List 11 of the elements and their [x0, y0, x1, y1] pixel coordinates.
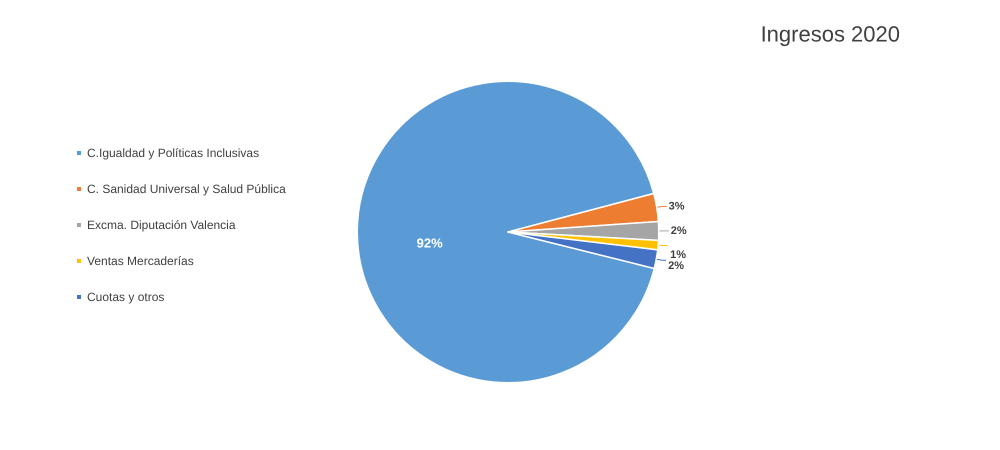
- text: Ingresos 2020: [760, 22, 900, 46]
- legend-label: C. Sanidad Universal y Salud Pública: [87, 182, 286, 196]
- data-label: 2%: [670, 224, 687, 237]
- data-label: 92%: [416, 235, 444, 250]
- data-label: 1%: [670, 248, 686, 261]
- data-label: 2%: [668, 260, 684, 272]
- legend-label: Excma. Diputación Valencia: [87, 218, 236, 232]
- legend-label: Ventas Mercaderías: [87, 254, 194, 268]
- legend-label: Cuotas y otros: [87, 290, 164, 304]
- legend-label: C.Igualdad y Políticas Inclusivas: [87, 146, 260, 160]
- data-label: 3%: [668, 200, 685, 212]
